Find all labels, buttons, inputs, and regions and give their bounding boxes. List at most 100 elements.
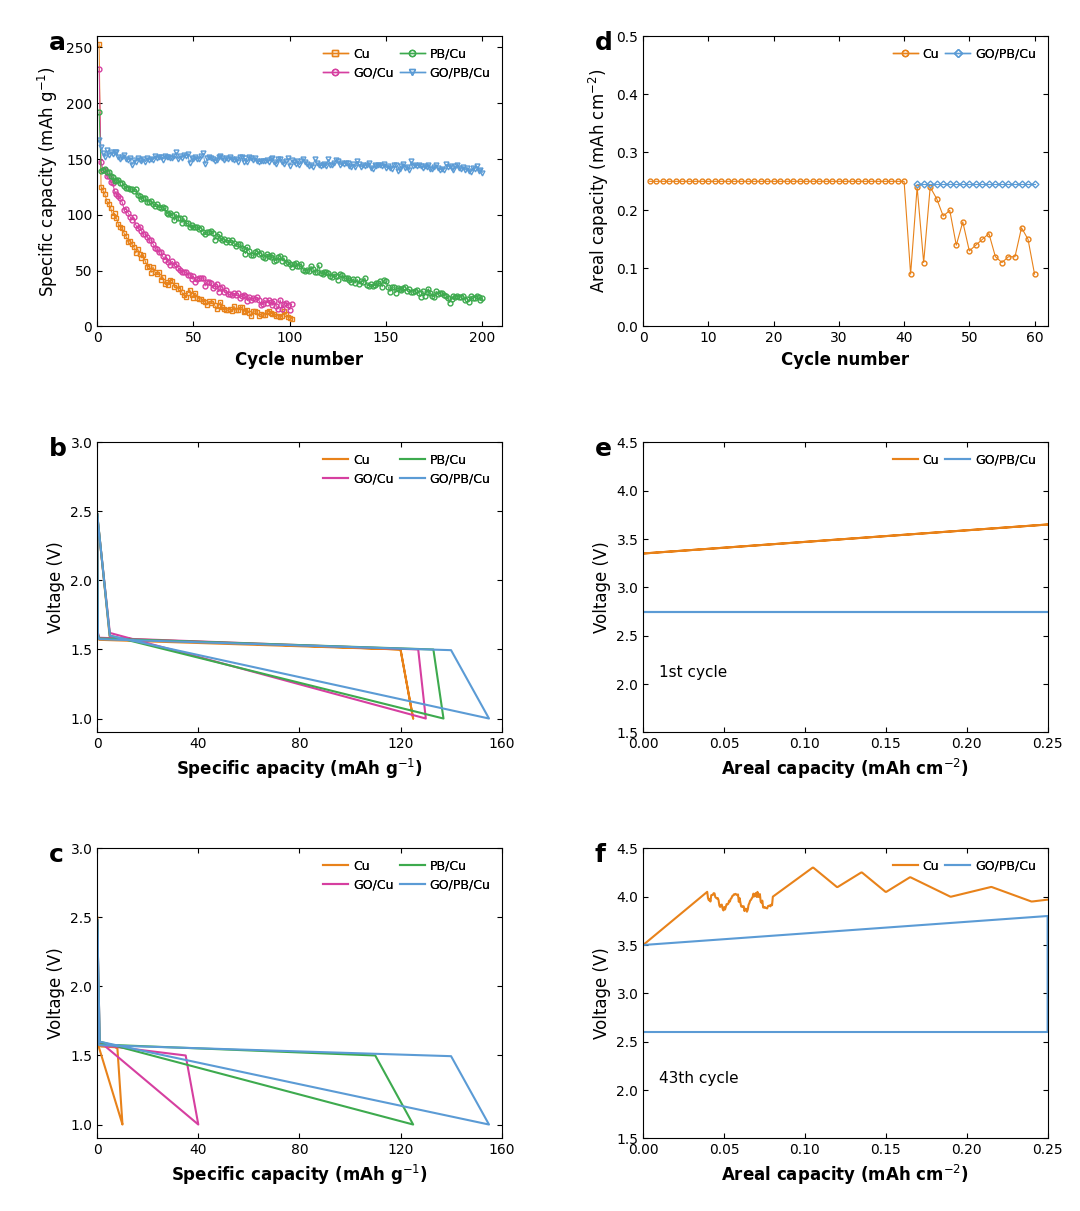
Cu [829,879,842,894]
Cu [98,1060,111,1074]
GO/PB/Cu [637,604,650,619]
Cu [91,911,104,925]
Cu [901,527,914,541]
Cu [91,507,104,522]
PB/Cu [437,711,450,725]
GO/Cu [133,1043,146,1057]
Line: GO/PB/Cu: GO/PB/Cu [97,920,489,1125]
Cu [113,1109,126,1124]
Line: GO/PB/Cu: GO/PB/Cu [97,515,489,718]
GO/PB/Cu [177,1052,190,1067]
Legend: Cu, GO/PB/Cu: Cu, GO/PB/Cu [888,448,1041,471]
Cu [96,1051,109,1066]
GO/PB/Cu [457,160,470,174]
Cu [806,860,819,874]
Cu [754,174,767,189]
Line: GO/PB/Cu: GO/PB/Cu [97,138,485,176]
Cu [91,1027,104,1041]
Line: Cu: Cu [97,918,122,1125]
GO/PB/Cu [989,177,1002,191]
Text: c: c [49,843,64,867]
GO/PB/Cu [936,177,949,191]
Cu [644,174,657,189]
Cu [935,524,948,539]
GO/PB/Cu [862,604,875,619]
GO/Cu [228,286,241,300]
PB/Cu [91,507,104,522]
PB/Cu [445,292,458,306]
GO/Cu [93,1034,106,1049]
GO/PB/Cu [854,1025,867,1039]
GO/PB/Cu [1015,177,1028,191]
GO/PB/Cu [958,604,971,619]
Cu [111,1050,124,1064]
GO/PB/Cu [958,914,971,929]
Cu [112,1104,125,1119]
Cu [92,1039,105,1054]
GO/PB/Cu [355,683,368,698]
PB/Cu [325,683,338,698]
Cu [904,266,917,281]
PB/Cu [245,636,258,650]
GO/PB/Cu [937,604,950,619]
PB/Cu [178,1040,191,1055]
Text: e: e [595,436,611,460]
Cu [100,1068,113,1083]
GO/Cu [192,1118,205,1132]
GO/PB/Cu [443,159,456,173]
Text: a: a [49,30,66,54]
Cu [114,1113,127,1127]
Text: f: f [595,843,606,867]
Cu [773,174,786,189]
Line: Cu: Cu [644,524,1048,553]
GO/Cu [419,711,432,725]
Cu [113,1084,126,1098]
Cu [969,884,982,899]
GO/PB/Cu [734,604,747,619]
Line: GO/Cu: GO/Cu [97,67,294,312]
Y-axis label: Specific capacity (mAh g$^{-1}$): Specific capacity (mAh g$^{-1}$) [37,65,60,297]
Line: Cu: Cu [97,515,414,718]
Cu [114,1092,127,1107]
GO/PB/Cu [164,151,177,166]
GO/PB/Cu [102,616,114,631]
Cu [92,1039,105,1054]
Legend: Cu, GO/PB/Cu: Cu, GO/PB/Cu [888,855,1041,878]
X-axis label: Cycle number: Cycle number [781,351,909,368]
Cu [208,298,221,312]
PB/Cu [102,616,114,631]
GO/Cu [218,656,231,671]
GO/Cu [108,1039,121,1054]
Cu [856,530,869,545]
PB/Cu [194,220,207,235]
PB/Cu [476,291,489,305]
Cu [878,884,891,899]
PB/Cu [161,1052,174,1067]
GO/PB/Cu [917,177,930,191]
GO/Cu [102,614,114,629]
Cu [105,1080,118,1095]
GO/PB/Cu [859,604,872,619]
PB/Cu [279,1045,292,1060]
GO/PB/Cu [976,177,989,191]
Cu [92,1037,105,1051]
Cu [285,311,298,326]
Line: Cu: Cu [647,179,1037,276]
Line: Cu: Cu [97,41,294,321]
Cu [110,1096,123,1110]
Cu [407,711,420,725]
X-axis label: Areal capacity (mAh cm$^{-2}$): Areal capacity (mAh cm$^{-2}$) [721,757,970,781]
GO/Cu [238,287,251,302]
Line: GO/PB/Cu: GO/PB/Cu [644,916,1048,1032]
Cu [958,523,971,538]
GO/PB/Cu [996,177,1009,191]
Cu [339,641,352,655]
Line: PB/Cu: PB/Cu [97,920,414,1125]
PB/Cu [257,1078,270,1092]
GO/Cu [106,176,119,190]
Text: b: b [49,436,67,460]
GO/Cu [140,230,153,245]
Cu [741,174,754,189]
PB/Cu [91,913,104,928]
Cu [112,1067,125,1081]
